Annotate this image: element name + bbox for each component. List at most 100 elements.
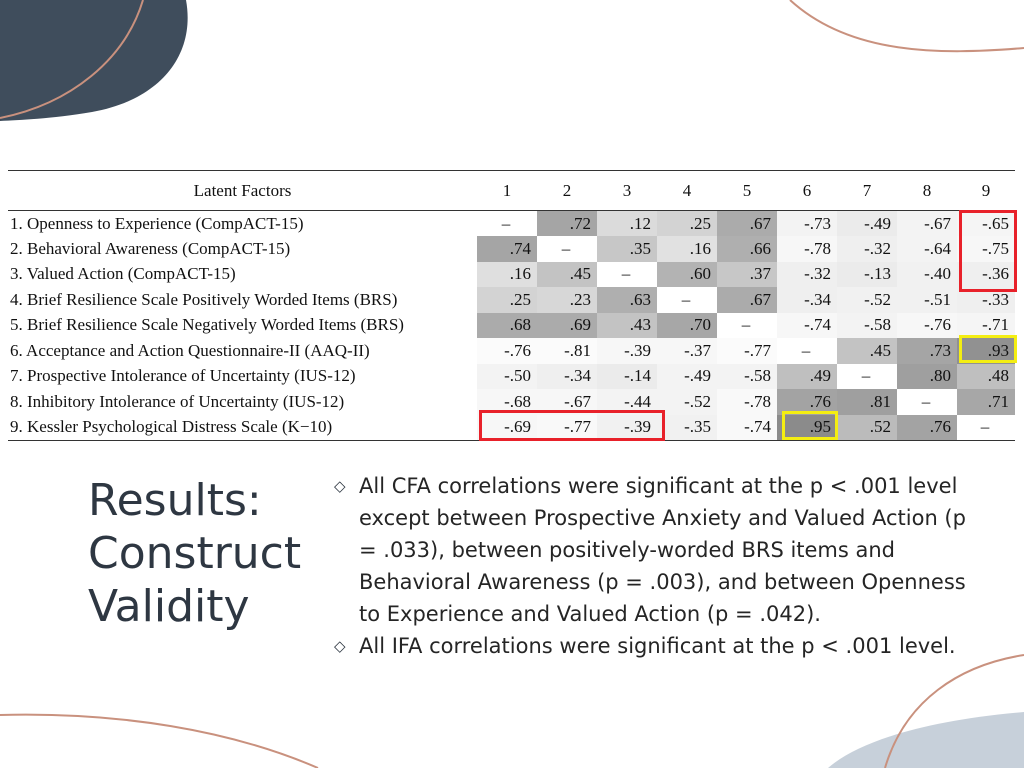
table-cell: .76 [777, 389, 837, 415]
table-cell: .71 [957, 389, 1015, 415]
table-cell: -.76 [897, 312, 957, 338]
table-cell: .45 [837, 338, 897, 364]
table-cell: .63 [597, 287, 657, 313]
table-cell: -.75 [957, 236, 1015, 262]
table-cell: -.39 [597, 414, 657, 441]
bullet-item: ◇ All IFA correlations were significant … [330, 630, 990, 662]
table-cell: -.36 [957, 261, 1015, 287]
table-cell: .72 [537, 210, 597, 236]
row-label: 4. Brief Resilience Scale Positively Wor… [10, 289, 398, 309]
bullet-text: All CFA correlations were significant at… [359, 474, 966, 626]
table-cell: -.52 [837, 287, 897, 313]
table-cell: -.77 [717, 338, 777, 364]
table-cell: -.78 [717, 389, 777, 415]
table-row: 5. Brief Resilience Scale Negatively Wor… [8, 312, 1015, 338]
table-cell: -.35 [657, 414, 717, 441]
highlight-box-red-col9-rows1-3 [959, 210, 1017, 292]
highlight-box-red-row9-cols1-3 [479, 410, 665, 441]
table-cell: .95 [777, 414, 837, 441]
table-cell: – [477, 210, 537, 236]
table-cell: – [537, 236, 597, 262]
table-cell: – [657, 287, 717, 313]
column-header-4: 4 [657, 170, 717, 211]
highlight-box-yellow-row6-col9 [959, 335, 1017, 363]
table-cell: -.64 [897, 236, 957, 262]
column-header-9: 9 [957, 170, 1015, 211]
table-cell: -.58 [837, 312, 897, 338]
diamond-outline-icon: ◇ [334, 637, 346, 655]
table-cell: .80 [897, 363, 957, 389]
title-line: Construct [88, 528, 302, 579]
table-cell: -.50 [477, 363, 537, 389]
row-label: 5. Brief Resilience Scale Negatively Wor… [10, 315, 404, 335]
table-cell: .67 [717, 210, 777, 236]
top-left-blob [0, 0, 188, 121]
bottom-left-curve [0, 713, 319, 768]
table-cell: .73 [897, 338, 957, 364]
table-cell: – [597, 261, 657, 287]
column-header-6: 6 [777, 170, 837, 211]
top-right-curve [789, 0, 1024, 53]
bottom-right-curve [884, 654, 1024, 768]
table-cell: -.32 [777, 261, 837, 287]
table-cell: .93 [957, 338, 1015, 364]
diamond-outline-icon: ◇ [334, 477, 346, 495]
table-cell: -.58 [717, 363, 777, 389]
title-line: Validity [88, 581, 250, 632]
table-body: 1. Openness to Experience (CompACT-15) –.… [8, 210, 1015, 441]
table-cell: -.52 [657, 389, 717, 415]
table-cell: -.14 [597, 363, 657, 389]
table-cell: .16 [477, 261, 537, 287]
row-label: 7. Prospective Intolerance of Uncertaint… [10, 366, 356, 386]
table-cell: -.77 [537, 414, 597, 441]
table-cell: .60 [657, 261, 717, 287]
table-cell: -.13 [837, 261, 897, 287]
row-label: 6. Acceptance and Action Questionnaire-I… [10, 340, 370, 360]
table-cell: -.49 [837, 210, 897, 236]
table-cell: .16 [657, 236, 717, 262]
table-row: 4. Brief Resilience Scale Positively Wor… [8, 287, 1015, 313]
row-label: 3. Valued Action (CompACT-15) [10, 264, 236, 284]
table-cell: .76 [897, 414, 957, 441]
latent-factors-header: Latent Factors [8, 170, 477, 211]
highlight-box-yellow-row9-col6 [782, 411, 838, 440]
table-row: 9. Kessler Psychological Distress Scale … [8, 414, 1015, 441]
table-cell: -.65 [957, 210, 1015, 236]
table-cell: – [897, 389, 957, 415]
table-cell: -.34 [777, 287, 837, 313]
table-cell: .45 [537, 261, 597, 287]
table-cell: .52 [837, 414, 897, 441]
table-cell: -.40 [897, 261, 957, 287]
table-cell: – [777, 338, 837, 364]
table-cell: .23 [537, 287, 597, 313]
table-cell: -.73 [777, 210, 837, 236]
table-cell: – [957, 414, 1015, 441]
column-header-8: 8 [897, 170, 957, 211]
row-label: 9. Kessler Psychological Distress Scale … [8, 414, 477, 441]
table-cell: .68 [477, 312, 537, 338]
table-cell: .67 [717, 287, 777, 313]
table-cell: -.81 [537, 338, 597, 364]
column-header-3: 3 [597, 170, 657, 211]
row-label: 2. Behavioral Awareness (CompACT-15) [10, 238, 291, 258]
column-header-1: 1 [477, 170, 537, 211]
table-cell: .35 [597, 236, 657, 262]
table-cell: .37 [717, 261, 777, 287]
top-left-curve [0, 0, 144, 119]
table-cell: .25 [657, 210, 717, 236]
table-cell: -.39 [597, 338, 657, 364]
row-label: 1. Openness to Experience (CompACT-15) [10, 213, 304, 233]
table-cell: .66 [717, 236, 777, 262]
table-cell: .69 [537, 312, 597, 338]
table-row: 2. Behavioral Awareness (CompACT-15) .74–… [8, 236, 1015, 262]
column-header-7: 7 [837, 170, 897, 211]
table-cell: -.67 [897, 210, 957, 236]
table-cell: -.74 [717, 414, 777, 441]
bottom-right-blob [828, 712, 1024, 768]
table-cell: -.51 [897, 287, 957, 313]
table-cell: .74 [477, 236, 537, 262]
table-cell: – [837, 363, 897, 389]
